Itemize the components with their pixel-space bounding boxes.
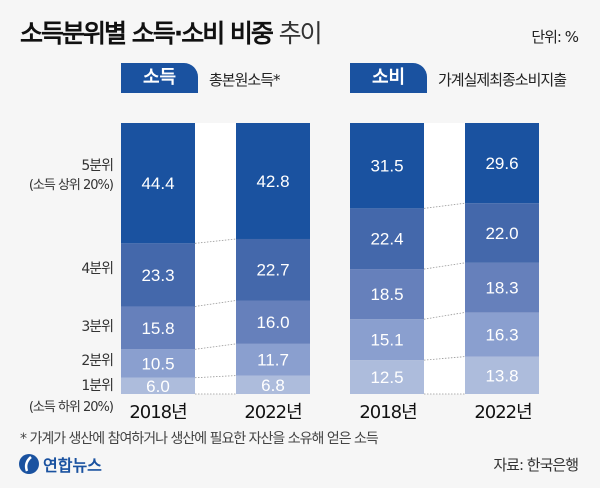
q2-label: 2분위 <box>81 353 114 369</box>
bar-segment-q3 <box>350 269 424 320</box>
data-label: 22.7 <box>256 261 289 280</box>
data-label: 18.3 <box>485 279 518 298</box>
data-label: 16.3 <box>485 326 518 345</box>
bar-segment-q2 <box>121 349 195 378</box>
year-label: 2022년 <box>474 402 532 423</box>
connector-line <box>423 202 466 209</box>
connector-line <box>423 312 466 320</box>
bar-segment-q1 <box>465 356 539 394</box>
q5-note: (소득 상위 20%) <box>28 178 114 193</box>
consumption-subtitle: 가계실제최종소비지출 <box>438 71 567 89</box>
footnote: * 가계가 생산에 참여하거나 생산에 필요한 자산을 소유해 얻은 소득 <box>20 431 379 447</box>
connector-line <box>194 375 237 379</box>
bar-segment-q4 <box>121 243 195 307</box>
gap-panel <box>424 123 465 394</box>
data-label: 18.5 <box>370 285 403 304</box>
unit-label: 단위: % <box>531 28 579 46</box>
consumption-tab: 소비 <box>350 63 427 93</box>
bar-segment-q3 <box>465 262 539 313</box>
data-label: 15.8 <box>141 319 174 338</box>
chart-title: 소득분위별 소득·소비 비중 추이 <box>20 19 323 48</box>
data-label: 10.5 <box>141 355 174 374</box>
bar-segment-q4 <box>350 208 424 270</box>
gap-panel <box>194 123 236 394</box>
bar-segment-q4 <box>236 238 310 301</box>
data-label: 13.8 <box>485 366 518 385</box>
q1-label: 1분위 <box>81 378 114 394</box>
data-label: 6.8 <box>261 376 285 395</box>
q3-label: 3분위 <box>81 319 114 335</box>
bar-segment-q3 <box>121 306 195 350</box>
bar-segment-q5 <box>236 123 310 239</box>
data-label: 22.0 <box>485 224 518 243</box>
year-label: 2018년 <box>359 402 417 423</box>
data-label: 16.0 <box>256 313 289 332</box>
data-label: 11.7 <box>257 351 289 370</box>
logo-icon <box>19 454 39 474</box>
bar-segment-q1 <box>350 360 424 394</box>
bar-segment-q5 <box>465 123 539 204</box>
bar-segment-q4 <box>465 203 539 263</box>
year-label: 2018년 <box>129 402 187 423</box>
bar-segment-q2 <box>236 343 310 376</box>
data-label: 29.6 <box>485 154 518 173</box>
data-label: 22.4 <box>370 230 403 249</box>
source: 자료: 한국은행 <box>493 456 579 474</box>
data-label: 12.5 <box>370 368 403 387</box>
bar-segment-q2 <box>465 312 539 357</box>
data-label: 42.8 <box>256 172 289 191</box>
data-label: 15.1 <box>370 331 403 350</box>
data-label: 23.3 <box>141 266 174 285</box>
q5-label: 5분위 <box>81 158 114 174</box>
income-subtitle: 총본원소득* <box>209 71 281 89</box>
bar-segment-q5 <box>350 123 424 209</box>
year-label: 2022년 <box>244 402 302 423</box>
connector-line <box>194 238 237 244</box>
bar-segment-q3 <box>236 300 310 344</box>
q1-note: (소득 하위 20%) <box>28 400 114 415</box>
bar-segment-q1 <box>236 375 310 394</box>
connector-line <box>423 356 466 361</box>
data-label: 44.4 <box>141 174 174 193</box>
data-label: 6.0 <box>146 377 170 396</box>
logo: 연합뉴스 <box>18 452 102 476</box>
income-tab: 소득 <box>121 63 198 93</box>
bar-segment-q2 <box>350 319 424 361</box>
connector-line <box>194 300 237 307</box>
connector-line <box>423 262 466 270</box>
connector-line <box>194 343 237 350</box>
bar-segment-q1 <box>121 377 195 394</box>
q4-label: 4분위 <box>81 261 114 277</box>
data-label: 31.5 <box>370 157 403 176</box>
bar-segment-q5 <box>121 123 195 244</box>
